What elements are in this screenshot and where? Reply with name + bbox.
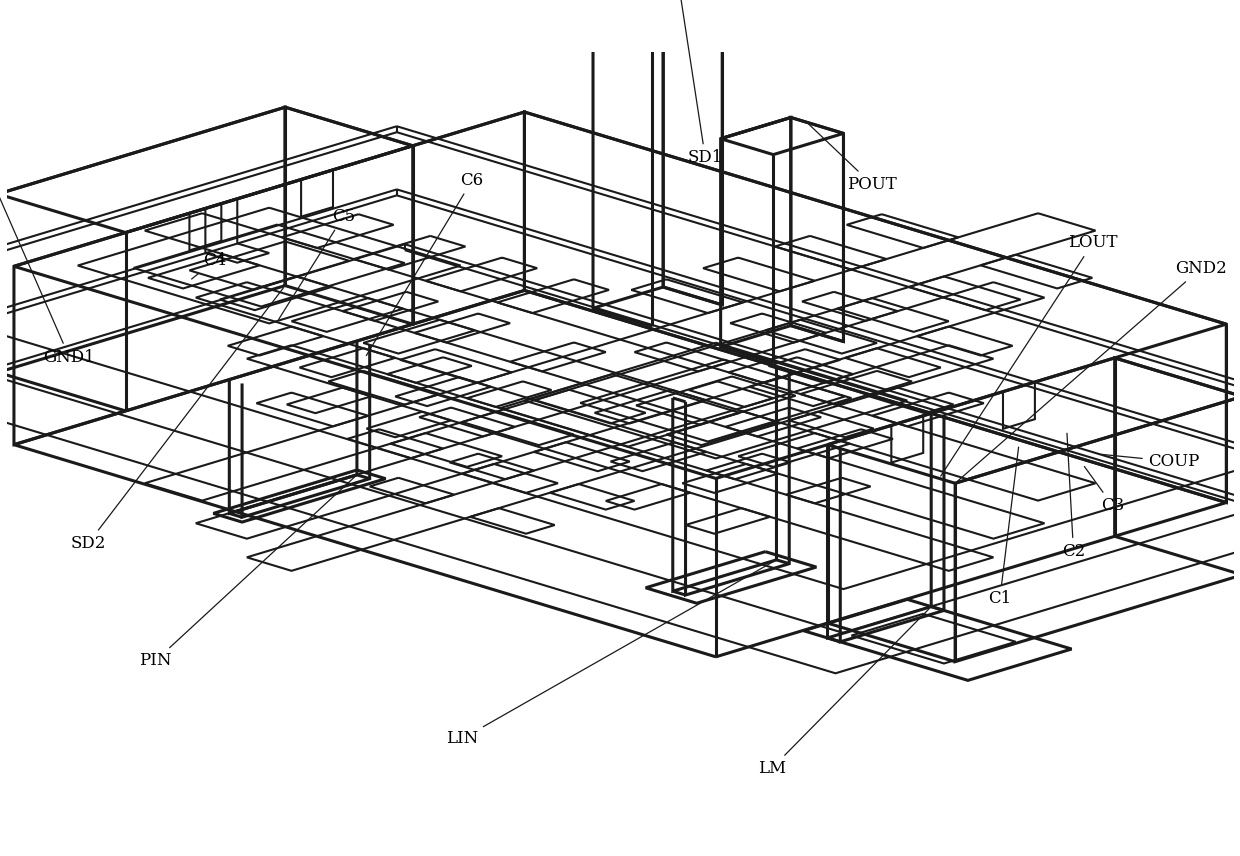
Text: C1: C1 <box>988 447 1018 607</box>
Text: POUT: POUT <box>808 124 897 193</box>
Text: C3: C3 <box>1085 467 1125 514</box>
Text: SD2: SD2 <box>71 288 284 552</box>
Text: C6: C6 <box>366 172 484 355</box>
Text: PIN: PIN <box>139 477 355 669</box>
Text: GND1: GND1 <box>0 197 95 366</box>
Text: GND2: GND2 <box>957 260 1226 481</box>
Text: C4: C4 <box>192 253 226 279</box>
Text: LOUT: LOUT <box>941 235 1117 476</box>
Text: SD1: SD1 <box>680 0 723 166</box>
Text: LM: LM <box>758 609 929 777</box>
Text: C5: C5 <box>279 208 355 319</box>
Text: COUP: COUP <box>1101 453 1199 470</box>
Text: C2: C2 <box>1061 433 1085 560</box>
Text: LIN: LIN <box>446 562 774 747</box>
